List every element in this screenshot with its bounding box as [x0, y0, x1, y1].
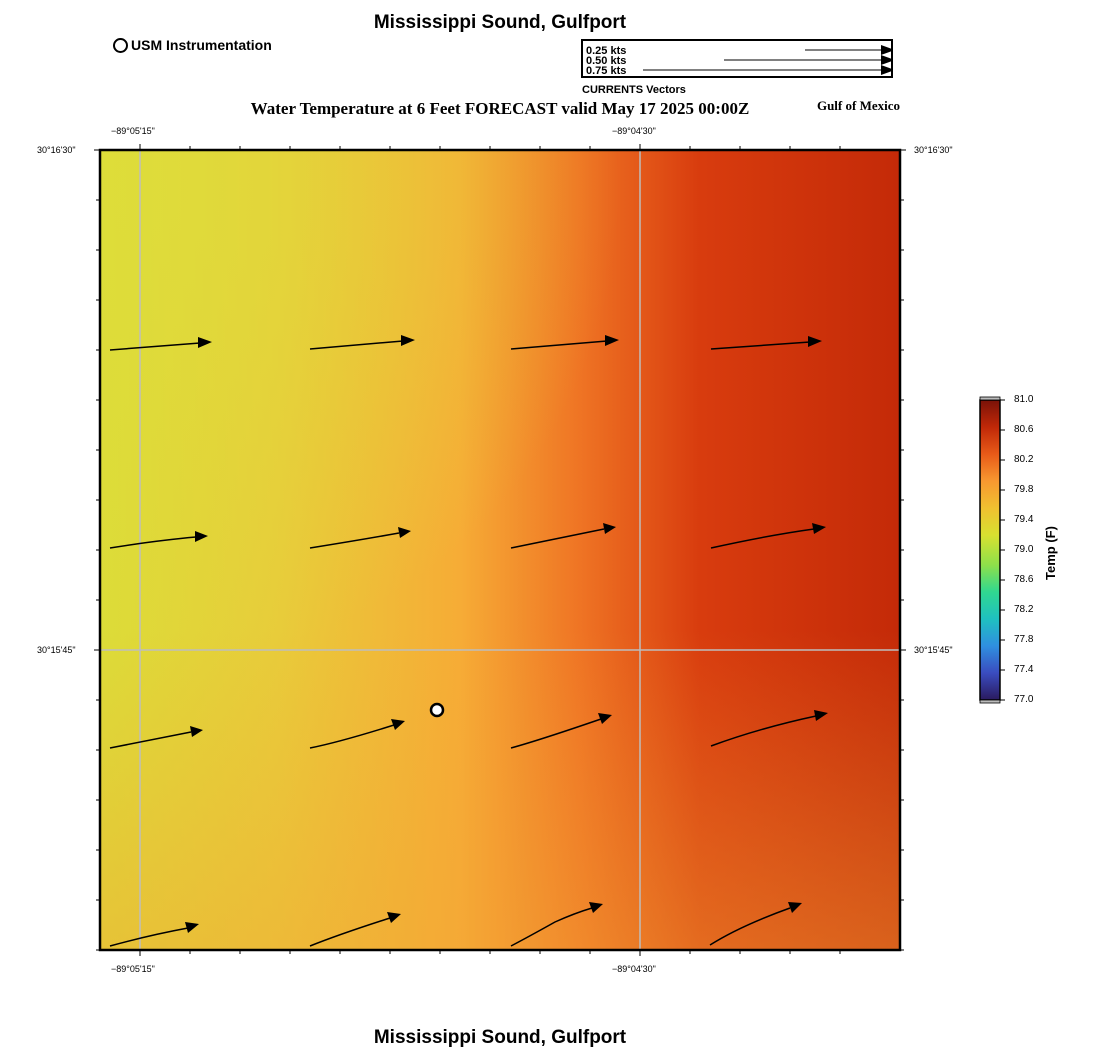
arrow-icon: [195, 531, 208, 542]
colorbar-tick-label: 79.8: [1014, 484, 1034, 495]
arrow-icon: [398, 527, 411, 538]
latitude-label-right: 30°16'30": [914, 145, 953, 155]
current-vector: [510, 718, 602, 749]
arrow-icon: [881, 65, 891, 75]
current-vector: [309, 340, 404, 350]
latitude-label-left: 30°15'45": [37, 645, 76, 655]
arrow-icon: [185, 922, 199, 933]
colorbar-cap: [979, 396, 1001, 401]
arrow-icon: [814, 710, 828, 721]
current-vectors: [109, 335, 828, 947]
arrow-icon: [881, 45, 891, 55]
colorbar-tick-label: 78.6: [1014, 574, 1034, 585]
longitude-label-top: −89°04'30": [612, 126, 656, 136]
arrow-icon: [881, 55, 891, 65]
current-vector: [709, 907, 791, 946]
current-vector: [510, 340, 608, 350]
location-title: Mississippi Sound, Gulfport: [373, 12, 627, 33]
colorbar-tick-label: 81.0: [1014, 394, 1034, 405]
colorbar-title: Temp (F): [1043, 526, 1058, 580]
marker-legend: USM Instrumentation: [113, 37, 272, 53]
longitude-label-bottom: −89°04'30": [612, 964, 656, 974]
arrow-icon: [603, 523, 616, 534]
current-vector: [309, 724, 395, 749]
current-vector: [109, 731, 192, 749]
current-vector: [109, 536, 197, 549]
arrow-icon: [391, 719, 405, 730]
forecast-title: Water Temperature at 6 Feet FORECAST val…: [250, 99, 750, 118]
colorbar-tick-label: 78.2: [1014, 604, 1034, 615]
colorbar-tick-label: 79.0: [1014, 544, 1034, 555]
region-label: Gulf of Mexico: [816, 98, 900, 113]
map-ticks: [94, 144, 906, 956]
current-vector: [109, 927, 189, 947]
current-vector: [710, 528, 815, 549]
current-vector: [309, 917, 391, 947]
vector-legend-caption: CURRENTS Vectors: [582, 84, 686, 96]
arrow-icon: [605, 335, 619, 346]
arrow-icon: [387, 912, 401, 923]
current-vector: [309, 532, 400, 549]
map-grid: [100, 150, 900, 950]
vector-legend-row: 0.50 kts: [586, 55, 627, 67]
arrow-icon: [589, 902, 603, 913]
arrow-icon: [808, 336, 822, 347]
colorbar-tick-label: 80.2: [1014, 454, 1034, 465]
colorbar-tick-label: 77.0: [1014, 694, 1034, 705]
marker-legend-label: USM Instrumentation: [131, 37, 272, 53]
longitude-label-top: −89°05'15": [111, 126, 155, 136]
vector-legend-row: 0.75 kts: [586, 65, 627, 77]
arrow-icon: [812, 523, 826, 534]
current-vector: [510, 907, 593, 947]
colorbar-tick-label: 79.4: [1014, 514, 1034, 525]
footer-location-title: Mississippi Sound, Gulfport: [373, 1027, 627, 1048]
current-vector: [710, 341, 811, 350]
colorbar-tick-label: 77.4: [1014, 664, 1034, 675]
arrow-icon: [598, 713, 612, 724]
current-vector: [710, 715, 817, 747]
vector-legend-row: 0.25 kts: [586, 45, 627, 57]
colorbar-gradient: [979, 399, 1001, 701]
latitude-label-left: 30°16'30": [37, 145, 76, 155]
current-vector: [510, 528, 605, 549]
longitude-label-bottom: −89°05'15": [111, 964, 155, 974]
temperature-field-shading: [100, 150, 900, 950]
colorbar-tick-label: 77.8: [1014, 634, 1034, 645]
colorbar-tick-label: 80.6: [1014, 424, 1034, 435]
usm-instrument-marker: [429, 702, 445, 718]
arrow-icon: [788, 902, 802, 913]
arrow-icon: [198, 337, 212, 348]
vector-legend-arrows: [643, 45, 891, 75]
temperature-colorbar: [979, 396, 1005, 704]
vector-legend: 0.25 kts 0.50 kts 0.75 kts: [581, 39, 893, 78]
arrow-icon: [190, 726, 203, 737]
colorbar-cap: [979, 699, 1001, 704]
arrow-icon: [401, 335, 415, 346]
instrument-marker-icon: [113, 37, 128, 53]
current-vector: [109, 342, 201, 351]
latitude-label-right: 30°15'45": [914, 645, 953, 655]
